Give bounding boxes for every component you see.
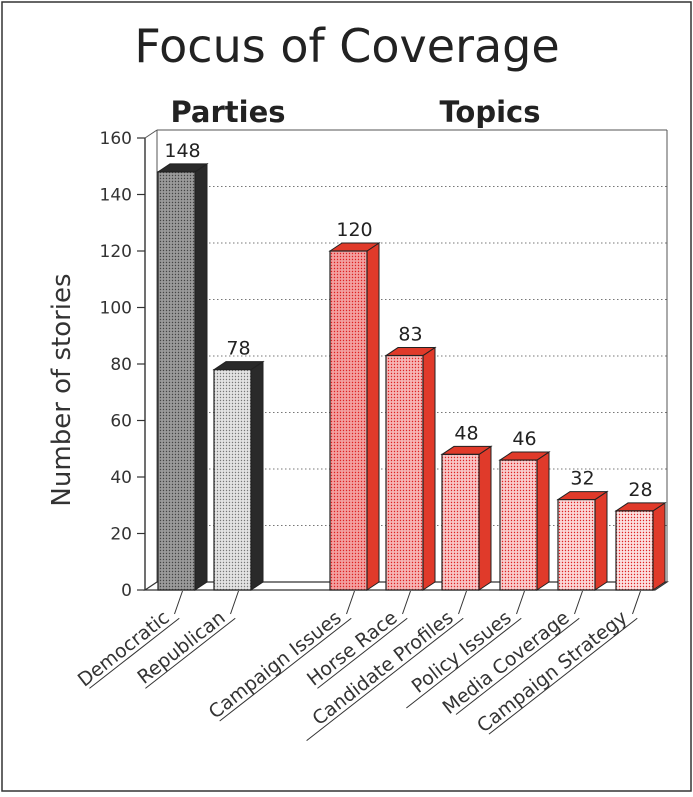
category-leader xyxy=(346,590,355,615)
data-label: 120 xyxy=(336,219,372,241)
bar-campaign-strategy xyxy=(614,501,667,591)
data-label: 28 xyxy=(628,479,652,501)
data-label: 46 xyxy=(512,428,536,450)
bar-side xyxy=(478,445,492,591)
bar-side xyxy=(366,242,380,591)
category-underline xyxy=(89,617,180,689)
category-leader xyxy=(632,590,641,615)
bar-front xyxy=(157,171,196,591)
y-tick-label: 120 xyxy=(100,242,132,262)
data-label: 83 xyxy=(398,324,422,346)
chart-title: Focus of Coverage xyxy=(134,19,559,73)
category-underline xyxy=(219,617,352,722)
bar-front xyxy=(441,453,480,591)
category-leader xyxy=(458,590,467,615)
y-tick-label: 20 xyxy=(110,525,132,545)
bar-side xyxy=(422,346,436,591)
category-leader xyxy=(230,590,239,615)
y-tick-label: 140 xyxy=(100,186,132,206)
bar-media-coverage xyxy=(556,490,609,591)
bars-layer xyxy=(156,162,667,591)
chart-floor xyxy=(143,581,669,591)
y-axis-label: Number of stories xyxy=(47,273,77,506)
bar-republican xyxy=(212,360,265,591)
y-tick-label: 60 xyxy=(110,412,132,432)
data-label: 48 xyxy=(454,422,478,444)
bar-horse-race xyxy=(384,346,437,591)
bar-campaign-issues xyxy=(328,242,381,591)
bar-front xyxy=(329,250,368,591)
category-leader xyxy=(574,590,583,615)
bar-side xyxy=(194,162,208,591)
bar-side xyxy=(652,501,666,591)
bar-democratic xyxy=(156,162,209,591)
axis-layer: 0 20 40 60 80 100 120 140 160 xyxy=(100,129,669,601)
y-tick-label: 160 xyxy=(100,129,132,149)
y-tick-label: 100 xyxy=(100,299,132,319)
bar-policy-issues xyxy=(498,451,551,591)
bar-front xyxy=(213,369,252,591)
bar-side xyxy=(594,490,608,591)
category-leader xyxy=(516,590,525,615)
data-label: 32 xyxy=(570,468,594,490)
category-leader xyxy=(402,590,411,615)
bar-side xyxy=(536,451,550,591)
category-underline xyxy=(455,617,580,715)
bar-front xyxy=(557,499,596,591)
y-tick-label: 40 xyxy=(110,468,132,488)
bar-front xyxy=(385,354,424,591)
category-underline xyxy=(317,617,408,689)
y-axis-depth xyxy=(144,129,158,139)
bar-candidate-profiles xyxy=(440,445,493,591)
bar-side xyxy=(250,360,264,591)
category-underline xyxy=(145,617,236,689)
category-underline xyxy=(306,617,464,742)
bar-front xyxy=(499,459,538,591)
category-leader xyxy=(174,590,183,615)
y-tick-label: 0 xyxy=(121,581,132,601)
category-underline xyxy=(488,617,638,735)
data-label: 78 xyxy=(226,338,250,360)
data-label: 148 xyxy=(164,140,200,162)
group-label-topics: Topics xyxy=(439,95,540,129)
y-tick-label: 80 xyxy=(110,355,132,375)
category-underline xyxy=(406,617,522,709)
bar-front xyxy=(615,510,654,591)
group-label-parties: Parties xyxy=(170,95,285,129)
